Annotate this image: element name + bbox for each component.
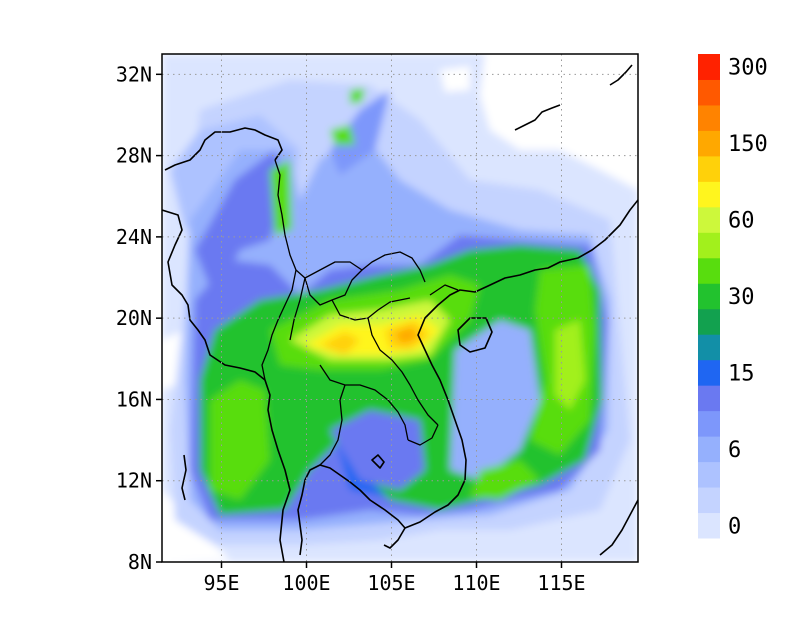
y-tick-label: 28N bbox=[116, 144, 152, 168]
borders bbox=[261, 159, 459, 466]
colorbar-swatch bbox=[698, 308, 720, 335]
coastlines bbox=[162, 64, 638, 562]
x-axis: 95E 100E 105E 110E 115E bbox=[203, 562, 586, 595]
y-tick-label: 24N bbox=[116, 225, 152, 249]
y-tick-label: 32N bbox=[116, 62, 152, 86]
colorbar-swatch bbox=[698, 232, 720, 259]
x-tick-label: 95E bbox=[203, 571, 239, 595]
plot-area bbox=[162, 54, 638, 562]
colorbar-label: 15 bbox=[728, 361, 755, 386]
x-tick-label: 110E bbox=[452, 571, 500, 595]
plot-frame bbox=[161, 53, 639, 563]
x-tick-label: 100E bbox=[282, 571, 330, 595]
colorbar-swatch bbox=[698, 104, 720, 131]
colorbar-swatch bbox=[698, 487, 720, 514]
y-tick-label: 20N bbox=[116, 306, 152, 330]
colorbar-swatch bbox=[698, 410, 720, 437]
colorbar-label: 30 bbox=[728, 285, 755, 310]
y-axis: 8N 12N 16N 20N 24N 28N 32N bbox=[116, 62, 162, 574]
lat-lon-grid bbox=[162, 54, 638, 562]
colorbar-swatch bbox=[698, 359, 720, 386]
precipitation-field bbox=[162, 54, 638, 562]
x-tick-label: 115E bbox=[537, 571, 585, 595]
colorbar-label: 0 bbox=[728, 514, 741, 539]
x-tick-label: 105E bbox=[367, 571, 415, 595]
colorbar-swatch bbox=[698, 385, 720, 412]
colorbar-swatch bbox=[698, 155, 720, 182]
colorbar-swatch bbox=[698, 461, 720, 488]
colorbar-swatch bbox=[698, 334, 720, 361]
y-tick-label: 8N bbox=[128, 550, 152, 574]
y-tick-label: 12N bbox=[116, 469, 152, 493]
colorbar-swatch bbox=[698, 436, 720, 463]
colorbar-swatch bbox=[698, 206, 720, 233]
y-tick-label: 16N bbox=[116, 387, 152, 411]
colorbar: 0 6 15 30 60 150 300 bbox=[698, 54, 768, 539]
colorbar-label: 6 bbox=[728, 438, 741, 463]
colorbar-label: 300 bbox=[728, 56, 768, 81]
colorbar-swatch bbox=[698, 257, 720, 284]
colorbar-swatch bbox=[698, 54, 720, 80]
colorbar-swatch bbox=[698, 181, 720, 208]
colorbar-swatch bbox=[698, 283, 720, 310]
colorbar-swatch bbox=[698, 512, 720, 539]
colorbar-swatch bbox=[698, 79, 720, 106]
colorbar-label: 150 bbox=[728, 132, 768, 157]
colorbar-swatch bbox=[698, 130, 720, 157]
colorbar-label: 60 bbox=[728, 209, 755, 234]
